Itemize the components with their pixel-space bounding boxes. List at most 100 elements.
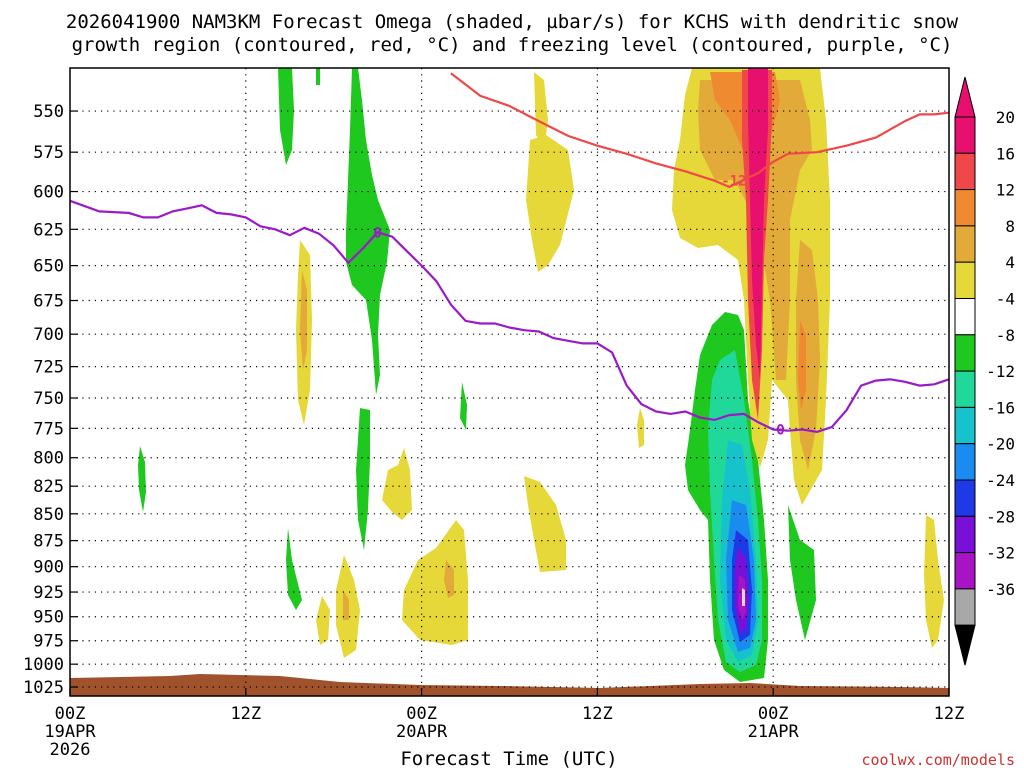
colorbar-label: -4 bbox=[996, 290, 1015, 309]
colorbar-top-arrow bbox=[954, 76, 976, 118]
omega-region-green bbox=[788, 505, 816, 640]
colorbar-swatch bbox=[954, 406, 976, 445]
colorbar-swatch bbox=[954, 189, 976, 227]
omega-region-yellow bbox=[402, 520, 468, 645]
x-tick-label: 12Z bbox=[230, 704, 261, 724]
y-tick-label: 575 bbox=[33, 143, 64, 163]
y-tick-label: 800 bbox=[33, 449, 64, 469]
colorbar-swatch bbox=[954, 334, 976, 372]
y-tick-label: 850 bbox=[33, 505, 64, 525]
colorbar-swatch bbox=[954, 552, 976, 590]
colorbar-label: 16 bbox=[996, 144, 1015, 163]
colorbar-label: -16 bbox=[986, 398, 1015, 417]
colorbar-label: -28 bbox=[986, 507, 1015, 526]
omega-region-green bbox=[138, 446, 146, 512]
y-tick-label: 1000 bbox=[23, 655, 64, 675]
colorbar-swatch bbox=[954, 298, 976, 336]
colorbar-label: -24 bbox=[986, 471, 1015, 490]
y-tick-label: 675 bbox=[33, 292, 64, 312]
x-tick-label: 00Z bbox=[758, 704, 789, 724]
y-tick-label: 925 bbox=[33, 583, 64, 603]
colorbar-label: 20 bbox=[996, 108, 1015, 127]
omega-region-yellow bbox=[382, 448, 412, 520]
y-tick-label: 775 bbox=[33, 419, 64, 439]
freezing-level-label: 0 bbox=[776, 423, 784, 439]
terrain-below-ground bbox=[70, 674, 949, 696]
omega-region-orange bbox=[300, 270, 307, 370]
colorbar-swatch bbox=[954, 370, 976, 408]
colorbar-swatch bbox=[954, 479, 976, 517]
colorbar-swatch bbox=[954, 116, 976, 154]
colorbar-label: -20 bbox=[986, 435, 1015, 454]
colorbar-swatch bbox=[954, 443, 976, 481]
freezing-level-contour bbox=[70, 199, 949, 434]
dendritic-growth-label: -12 bbox=[721, 174, 746, 190]
x-tick-label: 12Z bbox=[934, 704, 965, 724]
colorbar-label: -36 bbox=[986, 580, 1015, 599]
site-credit: coolwx.com/models bbox=[861, 751, 1015, 768]
chart-title-line2: growth region (contoured, red, °C) and f… bbox=[72, 34, 953, 56]
y-axis-pressure-ticks: 550 575 600 625 650 675 700 725 750 775 800 825 850 8… bbox=[23, 102, 78, 698]
colorbar-swatch bbox=[954, 588, 976, 626]
colorbar-label: -32 bbox=[986, 544, 1015, 563]
plot-area: 0 0 -12 bbox=[70, 68, 949, 696]
y-tick-label: 600 bbox=[33, 183, 64, 203]
colorbar-swatch bbox=[954, 515, 976, 554]
omega-region-green bbox=[356, 408, 370, 550]
y-tick-label: 700 bbox=[33, 325, 64, 345]
omega-region-green bbox=[278, 68, 294, 165]
x-tick-label: 12Z bbox=[582, 704, 613, 724]
x-tick-label: 00Z bbox=[55, 704, 86, 724]
y-tick-label: 750 bbox=[33, 389, 64, 409]
omega-region-green bbox=[286, 528, 302, 610]
y-tick-label: 825 bbox=[33, 477, 64, 497]
y-tick-label: 1025 bbox=[23, 678, 64, 698]
colorbar-swatch bbox=[954, 225, 976, 263]
colorbar-label: 12 bbox=[996, 181, 1015, 200]
y-tick-label: 950 bbox=[33, 608, 64, 628]
colorbar-legend: 20 16 12 8 4 -4 -8 -12 -16 -20 -24 -28 -32 -36 bbox=[954, 76, 1015, 666]
omega-region-gray bbox=[742, 588, 745, 606]
x-tick-label: 2026 bbox=[50, 740, 91, 760]
y-tick-label: 550 bbox=[33, 102, 64, 122]
y-tick-label: 625 bbox=[33, 220, 64, 240]
omega-region-yellow bbox=[534, 72, 548, 150]
colorbar-swatch bbox=[954, 261, 976, 300]
colorbar-swatch bbox=[954, 152, 976, 191]
y-tick-label: 975 bbox=[33, 632, 64, 652]
y-tick-label: 900 bbox=[33, 558, 64, 578]
colorbar-label: 4 bbox=[1005, 253, 1015, 272]
freezing-level-label: 0 bbox=[373, 225, 381, 241]
omega-region-yellow bbox=[524, 476, 566, 572]
colorbar-bottom-arrow bbox=[954, 624, 976, 666]
omega-region-yellow bbox=[924, 515, 944, 648]
contour-lines: 0 0 -12 bbox=[70, 72, 949, 439]
colorbar-label: -12 bbox=[986, 362, 1015, 381]
colorbar-label: 8 bbox=[1005, 217, 1015, 236]
omega-region-orange bbox=[343, 590, 349, 620]
x-axis-label: Forecast Time (UTC) bbox=[400, 748, 617, 768]
dendritic-growth-contour bbox=[450, 72, 949, 189]
omega-region-yellow bbox=[526, 135, 574, 272]
omega-region-pink bbox=[748, 68, 768, 380]
y-tick-label: 650 bbox=[33, 257, 64, 277]
chart-title-line1: 2026041900 NAM3KM Forecast Omega (shaded… bbox=[66, 11, 959, 33]
omega-region-green bbox=[316, 68, 320, 85]
x-tick-label: 19APR bbox=[44, 722, 96, 742]
colorbar-label: -8 bbox=[996, 326, 1015, 345]
omega-region-orange-light bbox=[796, 240, 820, 470]
omega-region-green bbox=[460, 382, 467, 430]
y-tick-label: 875 bbox=[33, 532, 64, 552]
omega-region-green bbox=[346, 68, 390, 395]
omega-region-orange bbox=[444, 560, 454, 598]
terrain-ground bbox=[70, 674, 949, 696]
omega-region-orange-deep bbox=[798, 320, 806, 410]
omega-shading bbox=[138, 68, 944, 682]
x-tick-label: 20APR bbox=[396, 722, 448, 742]
y-tick-label: 725 bbox=[33, 358, 64, 378]
x-tick-label: 00Z bbox=[406, 704, 437, 724]
x-tick-label: 21APR bbox=[748, 722, 800, 742]
plot-frame bbox=[69, 67, 950, 697]
